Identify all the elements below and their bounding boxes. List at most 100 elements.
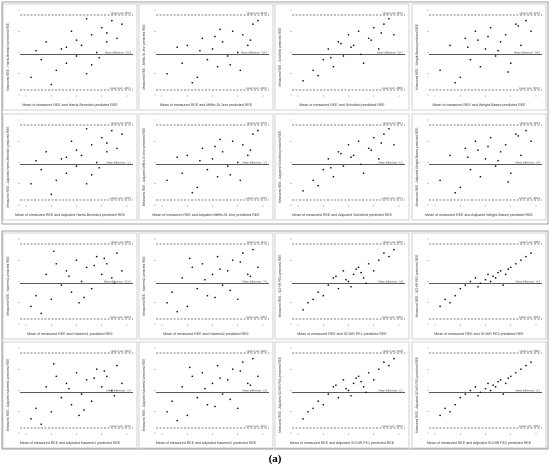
data-point: [236, 407, 239, 410]
data-point: [65, 46, 68, 49]
data-point: [507, 268, 510, 270]
data-point: [214, 296, 216, 299]
panel-border: [274, 113, 410, 221]
data-point: [520, 259, 522, 262]
x-axis-label: Mean of measured REE and Adjusted Kaseem…: [156, 441, 257, 445]
panel-border: [411, 113, 547, 221]
data-point: [329, 166, 332, 169]
data-point: [502, 393, 505, 395]
data-point: [85, 266, 88, 269]
data-point: [226, 165, 229, 167]
data-point: [360, 163, 362, 166]
mean-difference-label: Mean difference: -1.1: [107, 160, 132, 164]
data-point: [30, 305, 32, 308]
data-point: [30, 418, 32, 420]
data-point: [479, 175, 482, 178]
data-point: [377, 259, 380, 262]
data-point: [201, 371, 204, 374]
lower-loa-label: Lower LoA: -335.0: [382, 424, 404, 428]
data-point: [75, 371, 78, 374]
data-point: [75, 165, 78, 167]
data-point: [464, 284, 467, 286]
lower-loa-label: Lower LoA: -370.1: [382, 196, 404, 200]
data-point: [514, 371, 517, 374]
data-point: [360, 53, 362, 56]
data-point: [216, 364, 219, 367]
mean-difference-label: Mean difference: -0.6: [243, 388, 268, 392]
data-point: [110, 129, 113, 132]
panel-border: [138, 232, 274, 340]
data-point: [105, 41, 108, 43]
data-point: [78, 301, 80, 304]
data-point: [362, 62, 365, 64]
data-point: [52, 363, 55, 365]
data-point: [329, 56, 332, 59]
data-point: [204, 278, 206, 281]
data-point: [439, 305, 441, 308]
data-point: [55, 179, 58, 182]
data-point: [372, 26, 375, 29]
data-point: [454, 191, 457, 194]
data-point: [317, 74, 320, 77]
data-point: [105, 142, 108, 144]
lower-loa-label: Lower LoA: -369.2: [519, 424, 541, 428]
data-point: [85, 127, 88, 130]
data-point: [484, 48, 487, 50]
panel-1: Upper LoA: 353.6 Mean difference: -23.3 Lo…: [2, 3, 138, 111]
panel-border: [411, 232, 547, 340]
x-axis-label: Mean of measured REE and SCHIR PE1 predi…: [297, 332, 387, 336]
data-point: [211, 158, 214, 160]
data-point: [214, 35, 216, 38]
data-point: [365, 282, 368, 285]
data-point: [365, 391, 368, 394]
data-point: [454, 81, 457, 84]
data-point: [477, 39, 479, 41]
data-point: [75, 55, 78, 57]
data-point: [474, 140, 477, 143]
data-point: [95, 255, 98, 258]
data-point: [105, 150, 108, 153]
data-point: [214, 145, 216, 148]
data-point: [75, 149, 78, 151]
data-point: [219, 138, 221, 141]
data-point: [176, 419, 179, 422]
x-axis-label: Mean of measured REE and Adjusted Harris…: [15, 213, 126, 217]
data-point: [380, 142, 383, 144]
mean-difference-label: Mean difference: -0.1: [379, 388, 404, 392]
data-point: [176, 156, 179, 159]
panel-border: [2, 341, 138, 449]
data-point: [219, 28, 221, 31]
panel-14: Upper LoA: 418.0 Mean difference: -0.6 Low…: [138, 341, 274, 449]
data-point: [55, 69, 58, 72]
data-point: [30, 182, 32, 185]
data-point: [216, 65, 219, 68]
data-point: [191, 81, 194, 84]
data-point: [219, 377, 221, 379]
data-point: [40, 58, 43, 61]
x-axis-label: Mean of measured REE and Weight-Based pr…: [432, 103, 526, 107]
data-point: [181, 62, 184, 64]
data-point: [372, 136, 375, 139]
data-point: [393, 357, 395, 360]
y-axis-label: Measured REE - Adjusted Schofield predic…: [278, 131, 282, 203]
data-point: [312, 298, 314, 301]
data-point: [302, 418, 304, 420]
panel-13: Upper LoA: 426.2 Mean difference: -2.4 Low…: [2, 341, 138, 449]
data-point: [352, 382, 355, 385]
data-point: [479, 391, 482, 394]
x-axis-label: Mean of measured REE and Adjusted SCHIR …: [290, 441, 395, 445]
data-point: [322, 403, 325, 406]
data-point: [121, 270, 123, 272]
data-point: [196, 186, 199, 189]
data-point: [360, 271, 362, 274]
data-point: [78, 414, 80, 417]
panel-border: [274, 3, 410, 111]
data-point: [110, 389, 113, 392]
lower-loa-label: Lower LoA: -388.6: [382, 86, 404, 90]
upper-loa-label: Upper LoA: 368.6: [520, 349, 541, 353]
data-point: [332, 386, 335, 388]
data-point: [90, 287, 93, 290]
data-point: [186, 305, 189, 308]
data-point: [489, 136, 492, 139]
